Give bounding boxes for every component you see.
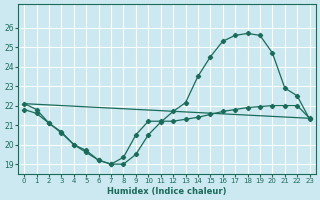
X-axis label: Humidex (Indice chaleur): Humidex (Indice chaleur) [107, 187, 227, 196]
